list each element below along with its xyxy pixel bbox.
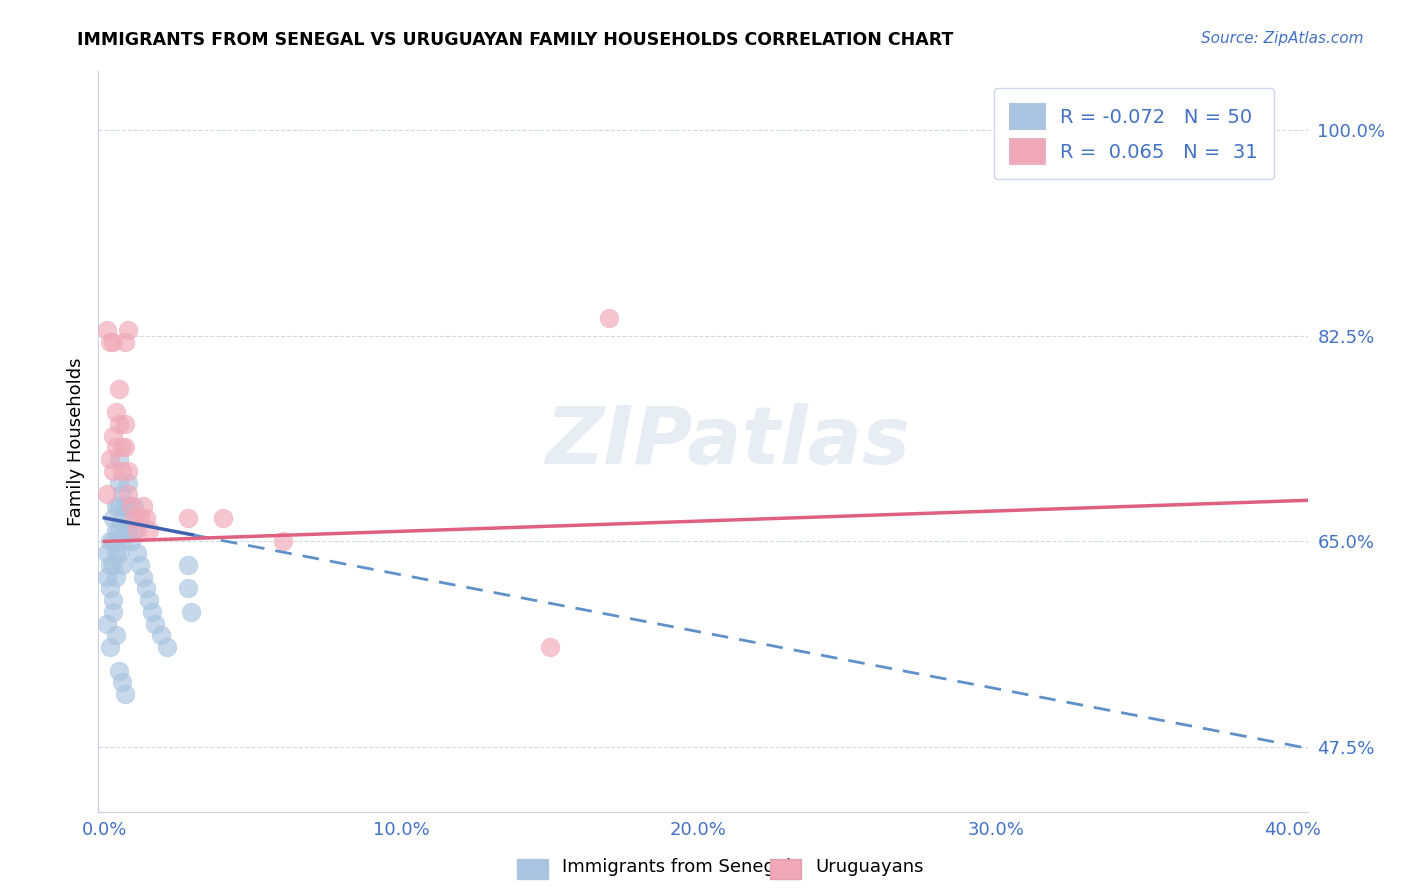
Point: [132, 570, 155, 584]
Point: [96, 546, 118, 560]
Point: [103, 593, 125, 607]
Text: ZIPatlas: ZIPatlas: [544, 402, 910, 481]
Point: [96, 616, 118, 631]
Point: [117, 323, 139, 337]
Point: [105, 523, 128, 537]
Point: [212, 511, 235, 525]
Point: [105, 441, 128, 455]
Point: [103, 605, 125, 619]
Point: [117, 464, 139, 478]
Point: [129, 558, 152, 572]
Point: [105, 570, 128, 584]
Point: [105, 405, 128, 419]
Point: [98, 452, 121, 467]
Point: [176, 558, 198, 572]
Point: [120, 499, 142, 513]
Y-axis label: Family Households: Family Households: [66, 358, 84, 525]
Point: [108, 664, 131, 678]
Point: [156, 640, 179, 655]
Point: [108, 546, 131, 560]
Point: [105, 546, 128, 560]
Point: [176, 511, 198, 525]
Point: [111, 511, 134, 525]
Point: [108, 499, 131, 513]
Point: [120, 511, 142, 525]
Point: [103, 334, 125, 349]
Point: [103, 558, 125, 572]
Point: [111, 464, 134, 478]
Point: [598, 311, 620, 326]
Point: [111, 675, 134, 690]
Point: [114, 441, 136, 455]
Point: [117, 499, 139, 513]
Point: [114, 417, 136, 431]
Point: [111, 534, 134, 549]
Point: [138, 523, 160, 537]
Point: [143, 616, 166, 631]
Point: [125, 523, 148, 537]
Point: [98, 640, 121, 655]
Text: Uruguayans: Uruguayans: [815, 858, 924, 876]
Point: [103, 428, 125, 442]
Point: [108, 382, 131, 396]
Point: [132, 499, 155, 513]
Point: [129, 511, 152, 525]
Point: [114, 334, 136, 349]
Point: [122, 511, 145, 525]
Point: [111, 558, 134, 572]
Point: [141, 605, 163, 619]
Point: [149, 628, 172, 642]
Point: [111, 487, 134, 501]
Point: [108, 452, 131, 467]
Point: [105, 499, 128, 513]
Point: [108, 475, 131, 490]
Point: [98, 334, 121, 349]
Point: [122, 523, 145, 537]
Point: [271, 534, 294, 549]
Text: Immigrants from Senegal: Immigrants from Senegal: [562, 858, 792, 876]
Point: [538, 640, 561, 655]
Point: [96, 570, 118, 584]
Point: [96, 487, 118, 501]
Point: [98, 534, 121, 549]
Legend: R = -0.072   N = 50, R =  0.065   N =  31: R = -0.072 N = 50, R = 0.065 N = 31: [994, 88, 1274, 179]
Point: [111, 441, 134, 455]
Point: [135, 511, 157, 525]
Text: Source: ZipAtlas.com: Source: ZipAtlas.com: [1201, 31, 1364, 46]
Point: [103, 511, 125, 525]
Point: [98, 582, 121, 596]
Point: [103, 534, 125, 549]
Point: [98, 558, 121, 572]
Point: [125, 546, 148, 560]
Point: [108, 523, 131, 537]
Point: [138, 593, 160, 607]
Point: [117, 487, 139, 501]
Point: [180, 605, 202, 619]
Point: [117, 523, 139, 537]
Point: [105, 628, 128, 642]
Point: [176, 582, 198, 596]
Point: [122, 499, 145, 513]
Point: [120, 534, 142, 549]
Point: [96, 323, 118, 337]
Point: [135, 582, 157, 596]
Point: [108, 417, 131, 431]
Point: [117, 475, 139, 490]
Point: [114, 499, 136, 513]
Text: IMMIGRANTS FROM SENEGAL VS URUGUAYAN FAMILY HOUSEHOLDS CORRELATION CHART: IMMIGRANTS FROM SENEGAL VS URUGUAYAN FAM…: [77, 31, 953, 49]
Point: [114, 687, 136, 701]
Point: [103, 464, 125, 478]
Point: [114, 523, 136, 537]
